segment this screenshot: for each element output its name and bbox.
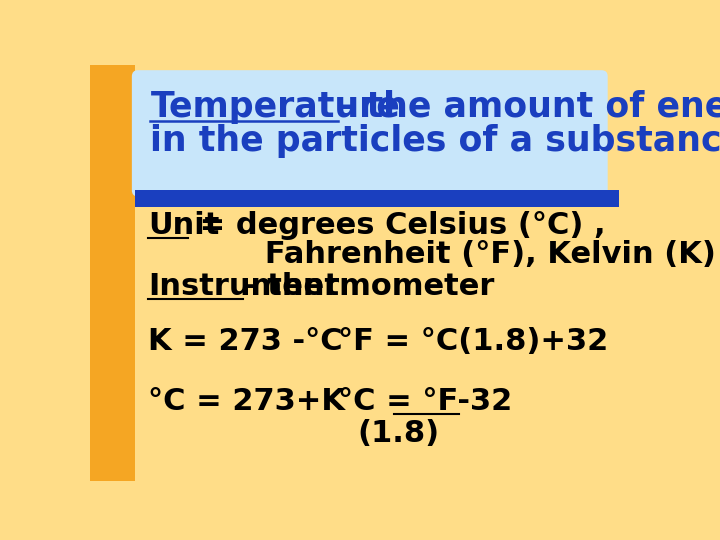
Text: °C = °F-32: °C = °F-32 — [338, 387, 512, 416]
Text: K = 273 -°C: K = 273 -°C — [148, 327, 343, 356]
FancyBboxPatch shape — [132, 70, 608, 197]
Text: °F = °C(1.8)+32: °F = °C(1.8)+32 — [338, 327, 608, 356]
Text: - the amount of energy: - the amount of energy — [340, 90, 720, 124]
Bar — [135, 190, 618, 207]
Text: Fahrenheit (°F), Kelvin (K): Fahrenheit (°F), Kelvin (K) — [148, 240, 716, 269]
Text: = degrees Celsius (°C) ,: = degrees Celsius (°C) , — [189, 211, 606, 240]
Text: (1.8): (1.8) — [357, 419, 439, 448]
Text: Unit: Unit — [148, 211, 220, 240]
Bar — [90, 65, 135, 481]
Text: °C = 273+K: °C = 273+K — [148, 387, 345, 416]
Text: in the particles of a substance: in the particles of a substance — [150, 124, 720, 158]
Text: - thermometer: - thermometer — [244, 272, 495, 301]
Text: Temperature: Temperature — [150, 90, 400, 124]
Text: Instrument: Instrument — [148, 272, 339, 301]
